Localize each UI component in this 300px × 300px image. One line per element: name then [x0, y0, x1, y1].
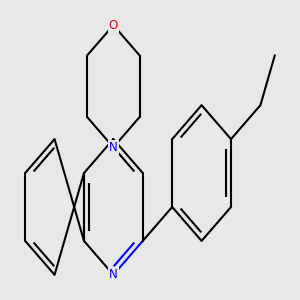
Text: N: N [109, 268, 118, 281]
Text: O: O [109, 19, 118, 32]
Text: N: N [109, 141, 118, 154]
